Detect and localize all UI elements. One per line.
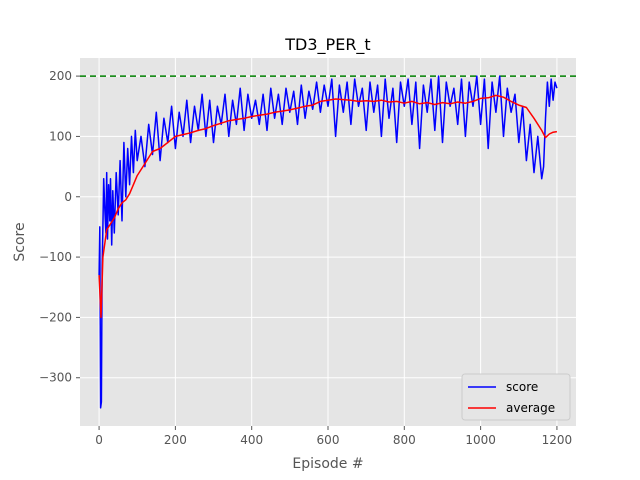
y-axis-label: Score [12,222,28,261]
y-tick-label: −300 [39,371,72,385]
y-tick-label: −200 [39,310,72,324]
x-tick-label: 200 [164,433,187,447]
x-axis-label: Episode # [292,456,363,472]
legend-label-score: score [506,380,538,394]
legend-label-average: average [506,401,555,415]
legend: score average [461,373,571,421]
x-tick-label: 800 [393,433,416,447]
series-lines [98,75,558,409]
x-tick-label: 400 [240,433,263,447]
series-line-average [98,94,558,319]
y-axis-ticks: −300 −200 −100 0 100 200 [39,69,80,385]
y-tick-label: 100 [49,129,72,143]
x-tick-label: 0 [95,433,103,447]
y-tick-label: −100 [39,250,72,264]
x-tick-label: 1200 [542,433,573,447]
y-tick-label: 0 [64,190,72,204]
chart-title: TD3_PER_t [284,35,370,55]
x-tick-label: 600 [317,433,340,447]
grid [80,58,576,426]
x-axis-ticks: 0 200 400 600 800 1000 1200 [95,426,572,447]
series-line-score [98,75,558,409]
y-tick-label: 200 [49,69,72,83]
x-tick-label: 1000 [465,433,496,447]
